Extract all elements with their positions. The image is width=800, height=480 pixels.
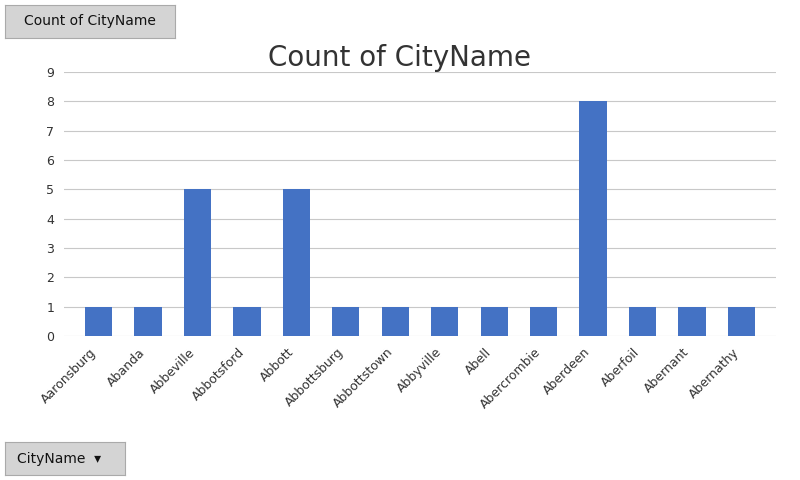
Bar [678, 307, 706, 336]
Bar [481, 307, 508, 336]
Bar [85, 307, 112, 336]
Bar [728, 307, 755, 336]
Bar [629, 307, 656, 336]
Bar [184, 189, 211, 336]
Bar [382, 307, 409, 336]
Bar [431, 307, 458, 336]
Bar [234, 307, 261, 336]
Bar [134, 307, 162, 336]
Bar [282, 189, 310, 336]
Text: Count of CityName: Count of CityName [24, 14, 156, 28]
Bar [332, 307, 359, 336]
Text: CityName  ▾: CityName ▾ [17, 452, 101, 466]
Bar [530, 307, 558, 336]
Text: Count of CityName: Count of CityName [269, 44, 531, 72]
Bar [579, 101, 606, 336]
